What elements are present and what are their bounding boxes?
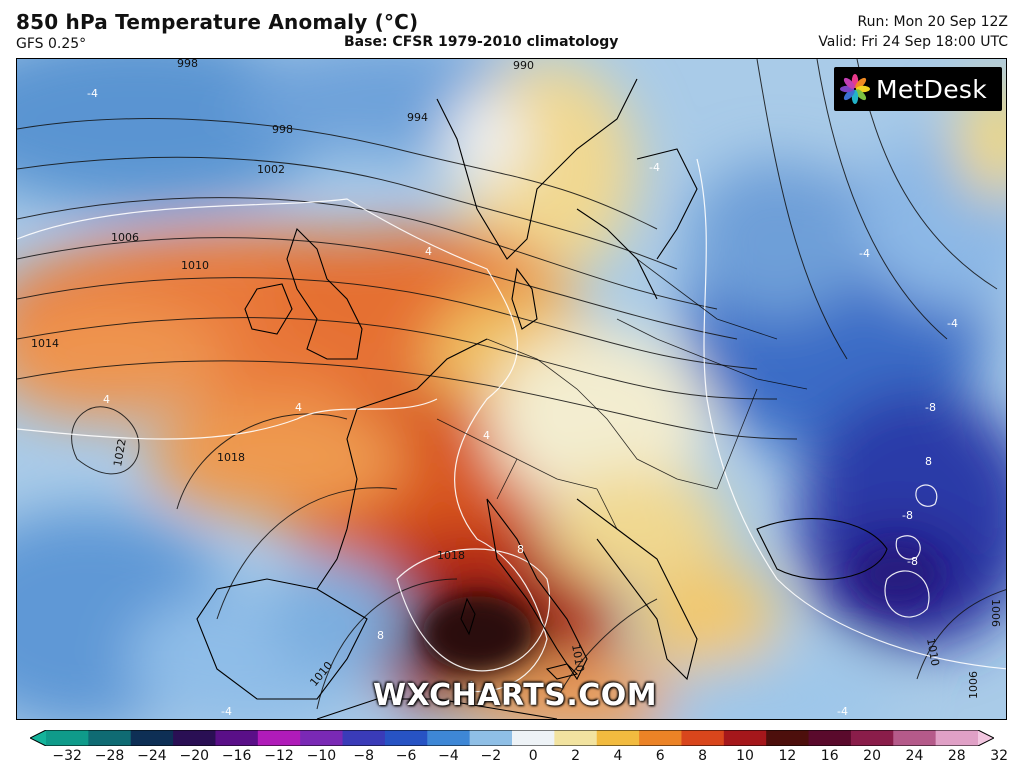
anomaly-label: -4 bbox=[221, 705, 232, 718]
colorbar-tick-label: 10 bbox=[736, 748, 754, 764]
colorbar-segment bbox=[130, 730, 174, 746]
colorbar-labels: −32 −28 −24 −20 −16 −12 −10 −8 −6 −4 −2 0 2 4 6 8 10 12 16… bbox=[0, 748, 1024, 768]
anomaly-label: -4 bbox=[837, 705, 848, 718]
wxcharts-watermark: WXCHARTS.COM bbox=[373, 678, 658, 713]
colorbar-tick-label: 4 bbox=[613, 748, 623, 764]
colorbar-segment bbox=[850, 730, 894, 746]
isobar-label: 1006 bbox=[111, 231, 139, 244]
anomaly-contours bbox=[17, 158, 1006, 693]
colorbar-segment bbox=[427, 730, 471, 746]
chart-title: 850 hPa Temperature Anomaly (°C) bbox=[16, 10, 419, 34]
colorbar-segment bbox=[639, 730, 683, 746]
anomaly-label: 4 bbox=[295, 401, 302, 414]
header-right: Run: Mon 20 Sep 12Z Valid: Fri 24 Sep 18… bbox=[818, 12, 1008, 52]
colorbar-segment bbox=[215, 730, 259, 746]
colorbar-tick-label: −6 bbox=[395, 748, 417, 764]
colorbar-tick-label: 12 bbox=[778, 748, 797, 764]
anomaly-label: 8 bbox=[517, 543, 524, 556]
isobar-label: 1018 bbox=[437, 549, 465, 562]
anomaly-label: -4 bbox=[947, 317, 958, 330]
isobar-label: 998 bbox=[177, 59, 198, 70]
base-climatology-label: Base: CFSR 1979-2010 climatology bbox=[344, 34, 619, 50]
colorbar-segment bbox=[808, 730, 852, 746]
anomaly-label: 8 bbox=[925, 455, 932, 468]
colorbar-tick-label: −12 bbox=[264, 748, 294, 764]
isobar-label: 1014 bbox=[31, 337, 59, 350]
anomaly-label: 4 bbox=[467, 679, 474, 692]
colorbar-left-arrow bbox=[30, 730, 46, 746]
anomaly-label: 4 bbox=[103, 393, 110, 406]
colorbar-segment bbox=[300, 730, 344, 746]
isobar-label: 1022 bbox=[111, 438, 129, 468]
isobar-label: 1010 bbox=[569, 643, 587, 673]
colorbar-tick-label: 2 bbox=[571, 748, 580, 764]
colorbar-tick-label: 28 bbox=[947, 748, 966, 764]
colorbar-segment bbox=[173, 730, 217, 746]
colorbar bbox=[30, 730, 994, 746]
isobar-label: 994 bbox=[407, 111, 428, 124]
colorbar-segment bbox=[681, 730, 725, 746]
colorbar-segment bbox=[469, 730, 513, 746]
isobar-labels: 998 994 990 998 1002 1006 1010 1014 1018… bbox=[31, 59, 1002, 699]
colorbar-segment bbox=[893, 730, 937, 746]
map-canvas: 998 994 990 998 1002 1006 1010 1014 1018… bbox=[17, 59, 1006, 719]
metdesk-logo: MetDesk bbox=[834, 67, 1002, 111]
anomaly-label: 4 bbox=[483, 429, 490, 442]
isobar-label: 1010 bbox=[181, 259, 209, 272]
colorbar-tick-label: 8 bbox=[698, 748, 708, 764]
colorbar-segment bbox=[554, 730, 598, 746]
isobar-label: 1018 bbox=[217, 451, 245, 464]
isobar-label: 1006 bbox=[989, 599, 1002, 627]
anomaly-label: 8 bbox=[377, 629, 384, 642]
colorbar-tick-label: −28 bbox=[94, 748, 125, 764]
colorbar-segment bbox=[723, 730, 767, 746]
colorbar-tick-label: −32 bbox=[52, 748, 82, 764]
colorbar-segment bbox=[384, 730, 428, 746]
colorbar-segment bbox=[596, 730, 640, 746]
colorbar-segment bbox=[766, 730, 810, 746]
anomaly-label: -4 bbox=[859, 247, 870, 260]
isobar-label: 1010 bbox=[924, 637, 942, 667]
anomaly-label: -8 bbox=[925, 401, 936, 414]
model-label: GFS 0.25° bbox=[16, 36, 87, 52]
colorbar-tick-label: 6 bbox=[655, 748, 665, 764]
colorbar-tick-label: −8 bbox=[353, 748, 375, 764]
colorbar-segment bbox=[46, 730, 89, 746]
anomaly-map: 998 994 990 998 1002 1006 1010 1014 1018… bbox=[16, 58, 1007, 720]
anomaly-labels: -4 -4 4 4 4 4 8 8 -8 -8 -8 -4 -4 -4 -4 4… bbox=[87, 87, 958, 718]
colorbar-tick-label: 32 bbox=[990, 748, 1009, 764]
logo-text: MetDesk bbox=[876, 74, 987, 104]
anomaly-label: -4 bbox=[87, 87, 98, 100]
colorbar-segment bbox=[935, 730, 979, 746]
colorbar-tick-label: −24 bbox=[137, 748, 167, 764]
header-left: 850 hPa Temperature Anomaly (°C) GFS 0.2… bbox=[16, 10, 418, 53]
colorbar-tick-label: −16 bbox=[221, 748, 252, 764]
coastlines bbox=[196, 78, 888, 719]
colorbar-segment bbox=[512, 730, 555, 746]
anomaly-label: 4 bbox=[425, 245, 432, 258]
colorbar-tick-label: 0 bbox=[528, 748, 538, 764]
isobar-label: 990 bbox=[513, 59, 534, 72]
isobar-label: 1006 bbox=[967, 671, 980, 699]
colorbar-tick-label: −4 bbox=[438, 748, 459, 764]
colorbar-tick-label: −20 bbox=[179, 748, 210, 764]
colorbar-tick-label: −10 bbox=[306, 748, 337, 764]
run-time-label: Run: Mon 20 Sep 12Z bbox=[857, 14, 1009, 30]
anomaly-label: -8 bbox=[907, 555, 918, 568]
colorbar-tick-label: −2 bbox=[480, 748, 502, 764]
colorbar-segment bbox=[257, 730, 301, 746]
isobar-label: 1002 bbox=[257, 163, 285, 176]
colorbar-tick-label: 24 bbox=[905, 748, 924, 764]
valid-time-label: Valid: Fri 24 Sep 18:00 UTC bbox=[818, 34, 1008, 50]
isobar-label: 998 bbox=[272, 123, 293, 136]
pinwheel-icon bbox=[840, 74, 870, 104]
colorbar-segment bbox=[88, 730, 132, 746]
colorbar-tick-label: 16 bbox=[820, 748, 839, 764]
colorbar-tick-label: 20 bbox=[863, 748, 881, 764]
colorbar-segment bbox=[342, 730, 386, 746]
anomaly-label: -8 bbox=[902, 509, 913, 522]
country-borders bbox=[436, 258, 808, 530]
anomaly-label: -4 bbox=[649, 161, 660, 174]
colorbar-right-arrow bbox=[978, 730, 994, 746]
